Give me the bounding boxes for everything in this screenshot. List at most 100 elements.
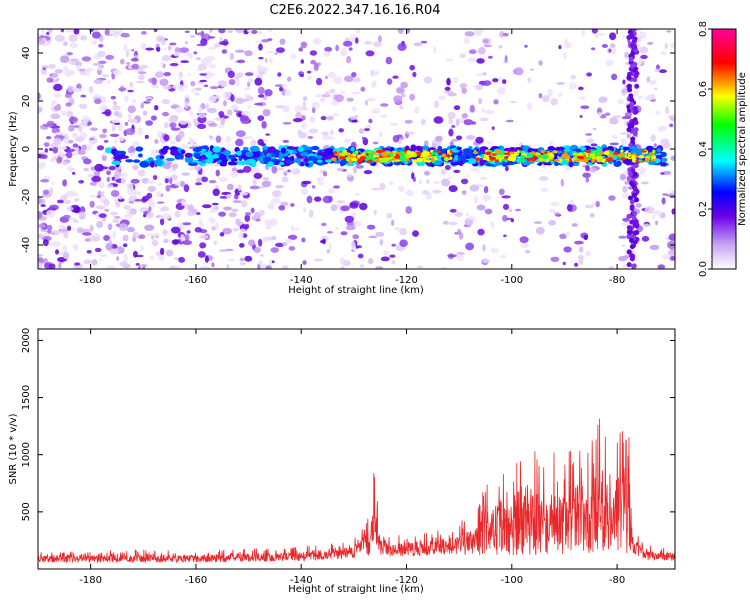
heatmap-cell [98,44,104,48]
heatmap-cell [409,64,416,71]
heatmap-cell [623,255,631,259]
heatmap-cell [261,180,272,188]
heatmap-cell [101,154,107,162]
snr-x-ticks: -180 -160 -140 -120 -100 -80 [79,329,625,586]
heatmap-peak-cell [415,151,422,157]
heatmap-cell [163,238,169,244]
heatmap-cell [198,63,208,71]
heatmap-cell [295,112,302,120]
heatmap-cell [379,182,386,191]
heatmap-cell [669,123,674,128]
heatmap-cell [655,110,661,115]
heatmap-cell [162,229,168,236]
heatmap-peak-cell [436,149,441,154]
heatmap-cell [230,158,238,162]
heatmap-cell [549,208,556,213]
heatmap-cell [609,32,617,41]
heatmap-cell [366,224,376,230]
heatmap-cell [48,147,53,152]
heatmap-cell [137,128,143,136]
heatmap-cell [225,248,234,252]
heatmap-cell [632,210,638,216]
heatmap-cell [326,115,334,121]
heatmap-cell [197,112,206,119]
heatmap-cell [271,260,275,264]
heatmap-cell [258,94,265,98]
heatmap-cell [626,249,632,255]
heatmap-peak-cell [355,150,359,154]
heatmap-cell [72,171,76,175]
heatmap-cell [162,213,172,220]
heatmap-cell [490,248,499,253]
heatmap-cell [184,234,190,241]
heatmap-cell [68,139,74,144]
heatmap-cell [505,166,509,172]
heatmap-cell [163,121,170,129]
heatmap-cell [78,211,87,218]
heatmap-cell [585,176,590,183]
heatmap-cell [45,136,52,140]
heatmap-cell [459,53,466,58]
heatmap-cell [479,176,488,181]
heatmap-cell [342,260,351,267]
heatmap-cell [69,217,78,221]
heatmap-cell [120,155,129,159]
snr-x-tick-label: -100 [500,575,523,586]
heatmap-cell [445,58,454,62]
heatmap-cell [361,136,367,140]
heatmap-cell [261,236,269,243]
heatmap-cell [333,185,340,189]
heatmap-cell [359,264,365,268]
heatmap-cell [339,50,348,57]
snr-y-tick-label: 1500 [21,385,32,410]
heatmap-cell [194,227,202,233]
heatmap-cell [563,246,572,253]
heatmap-cell [42,189,50,195]
heatmap-cell [207,107,217,114]
heatmap-cell [54,34,65,43]
heatmap-cell [54,131,65,136]
heatmap-cell [311,185,316,189]
heatmap-cell [661,197,666,205]
heatmap-cell [468,49,477,55]
heatmap-cell [137,71,147,75]
heatmap-cell [302,207,307,213]
heatmap-cell [345,225,356,231]
heatmap-cell [548,220,556,226]
heatmap-cell [353,220,362,227]
heatmap-cell [447,176,453,180]
heatmap-cell [169,177,173,185]
snr-y-tick-label: 500 [21,502,32,521]
heatmap-cell [184,156,194,163]
heatmap-cell [298,47,303,52]
heatmap-cell [629,237,634,243]
heatmap-cell [86,250,92,254]
heatmap-cell [476,58,485,64]
heatmap-cell [144,224,155,231]
heatmap-cell [132,98,136,104]
heatmap-cell [589,213,595,218]
heatmap-cell [161,54,172,62]
heatmap-cell [219,41,229,46]
heatmap-cell [307,136,314,139]
heatmap-cell [41,65,49,69]
heatmap-cell [43,142,50,148]
heatmap-cell [556,82,565,85]
heatmap-cell [49,158,56,163]
heatmap-cell [353,114,359,119]
heatmap-cell [52,146,59,154]
heatmap-cell [133,250,138,258]
heatmap-cell [464,31,475,37]
heatmap-peak-cell [519,155,526,160]
heatmap-cell [170,150,179,156]
heatmap-cell [658,126,667,131]
heatmap-peak-cell [388,156,393,160]
heatmap-cell [662,193,669,196]
heatmap-cell [463,119,474,126]
heatmap-cell [503,147,512,152]
heatmap-cell [609,142,619,146]
heatmap-cell [353,166,357,174]
heatmap-cell [139,64,148,69]
heatmap-cell [294,105,303,113]
heatmap-cell [258,57,264,60]
